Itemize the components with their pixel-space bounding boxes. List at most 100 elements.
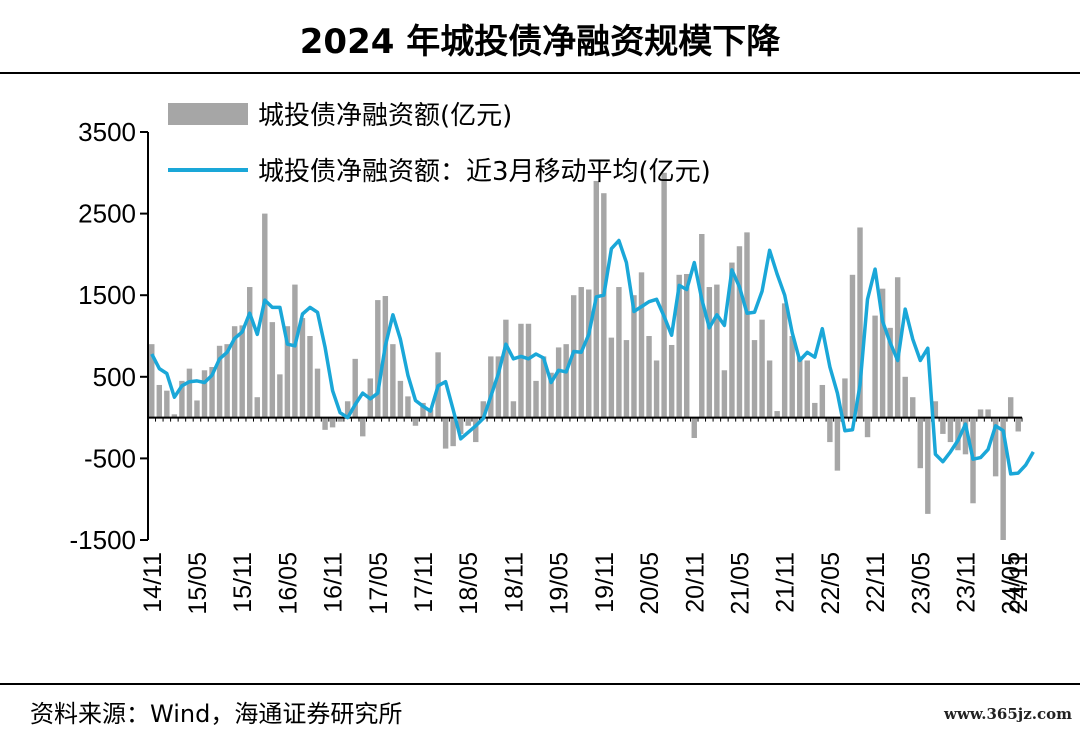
bar bbox=[277, 374, 283, 418]
x-tick-label: 20/11 bbox=[681, 552, 709, 613]
bar bbox=[284, 326, 291, 418]
x-tick-label: 17/05 bbox=[365, 552, 393, 615]
bar bbox=[759, 319, 765, 418]
bar bbox=[857, 227, 863, 418]
bar bbox=[751, 340, 758, 418]
bar bbox=[827, 417, 833, 443]
bar bbox=[473, 417, 479, 443]
bar bbox=[563, 344, 569, 418]
bar bbox=[480, 401, 486, 418]
bar bbox=[201, 370, 208, 418]
bar bbox=[488, 356, 494, 418]
bar bbox=[412, 417, 419, 426]
bar bbox=[194, 400, 200, 418]
bar bbox=[299, 318, 306, 418]
legend-bar-label: 城投债净融资额(亿元) bbox=[258, 101, 512, 131]
chart-title: 2024 年城投债净融资规模下降 bbox=[299, 22, 781, 62]
bar bbox=[503, 319, 509, 418]
bar bbox=[1015, 417, 1021, 432]
bar bbox=[932, 401, 939, 418]
bar bbox=[209, 367, 215, 418]
x-tick-label: 21/11 bbox=[772, 552, 800, 613]
x-tick-label: 23/11 bbox=[952, 552, 980, 613]
bar bbox=[156, 384, 163, 418]
bar bbox=[616, 287, 622, 418]
bar bbox=[812, 402, 818, 418]
bar bbox=[457, 417, 464, 434]
bar bbox=[540, 356, 547, 418]
y-tick-label: 1500 bbox=[78, 280, 136, 310]
bar bbox=[789, 336, 795, 418]
bar bbox=[729, 262, 735, 418]
bar bbox=[586, 289, 592, 418]
bar bbox=[962, 417, 969, 455]
bar bbox=[947, 417, 954, 443]
bar bbox=[465, 417, 471, 426]
bar bbox=[397, 380, 404, 418]
bar bbox=[714, 284, 720, 418]
bar bbox=[292, 284, 298, 418]
x-tick-label: 20/05 bbox=[636, 552, 664, 615]
bar bbox=[902, 376, 908, 418]
bar bbox=[631, 295, 637, 418]
bar bbox=[450, 417, 456, 447]
x-tick-label: 19/11 bbox=[591, 552, 619, 613]
x-tick-label: 19/05 bbox=[546, 552, 574, 615]
y-tick-label: 500 bbox=[93, 362, 136, 392]
bar bbox=[608, 337, 615, 418]
bar bbox=[510, 401, 517, 418]
bar bbox=[842, 378, 848, 418]
x-tick-label: 22/11 bbox=[862, 552, 890, 613]
bar bbox=[646, 336, 652, 418]
bar bbox=[254, 397, 260, 418]
bar bbox=[427, 409, 434, 418]
bar bbox=[691, 417, 697, 438]
bar bbox=[797, 356, 803, 418]
bar bbox=[344, 401, 351, 418]
bar bbox=[495, 356, 502, 418]
bar bbox=[985, 409, 991, 418]
bar bbox=[555, 347, 562, 418]
bar bbox=[533, 380, 539, 418]
x-tick-label: 16/11 bbox=[320, 552, 348, 613]
y-tick-label: -1500 bbox=[70, 525, 137, 555]
bar bbox=[314, 368, 321, 418]
bar bbox=[231, 326, 238, 418]
bar bbox=[992, 417, 999, 477]
x-tick-label: 14/11 bbox=[139, 552, 167, 613]
bar bbox=[164, 390, 170, 418]
bar bbox=[322, 417, 328, 430]
x-tick-label: 18/05 bbox=[455, 552, 483, 615]
bar bbox=[638, 272, 645, 418]
watermark: www.365jz.com bbox=[944, 705, 1072, 723]
y-tick-label: 3500 bbox=[78, 117, 136, 147]
legend-bar-swatch bbox=[168, 103, 248, 125]
bar bbox=[804, 360, 810, 418]
x-tick-label: 23/05 bbox=[907, 552, 935, 615]
bar bbox=[239, 325, 245, 418]
x-tick-label: 15/05 bbox=[184, 552, 212, 615]
legend-line-label: 城投债净融资额：近3月移动平均(亿元) bbox=[258, 157, 711, 187]
x-tick-label: 17/11 bbox=[410, 552, 438, 613]
bar bbox=[653, 360, 660, 418]
bar bbox=[955, 417, 961, 451]
bar bbox=[736, 246, 743, 418]
bar bbox=[390, 344, 396, 418]
bar bbox=[894, 277, 901, 418]
bar bbox=[925, 417, 931, 514]
x-tick-label: 21/05 bbox=[726, 552, 754, 615]
bar bbox=[1000, 417, 1006, 540]
x-tick-label: 15/11 bbox=[229, 552, 257, 613]
bar bbox=[405, 396, 411, 418]
bar bbox=[887, 327, 893, 418]
bar bbox=[525, 323, 532, 418]
bar bbox=[269, 322, 276, 418]
bar bbox=[179, 380, 185, 418]
bar bbox=[977, 409, 984, 418]
bar bbox=[661, 172, 667, 418]
bar bbox=[879, 288, 886, 418]
x-tick-label: 22/05 bbox=[817, 552, 845, 615]
bar bbox=[623, 340, 630, 418]
bar bbox=[706, 287, 713, 418]
